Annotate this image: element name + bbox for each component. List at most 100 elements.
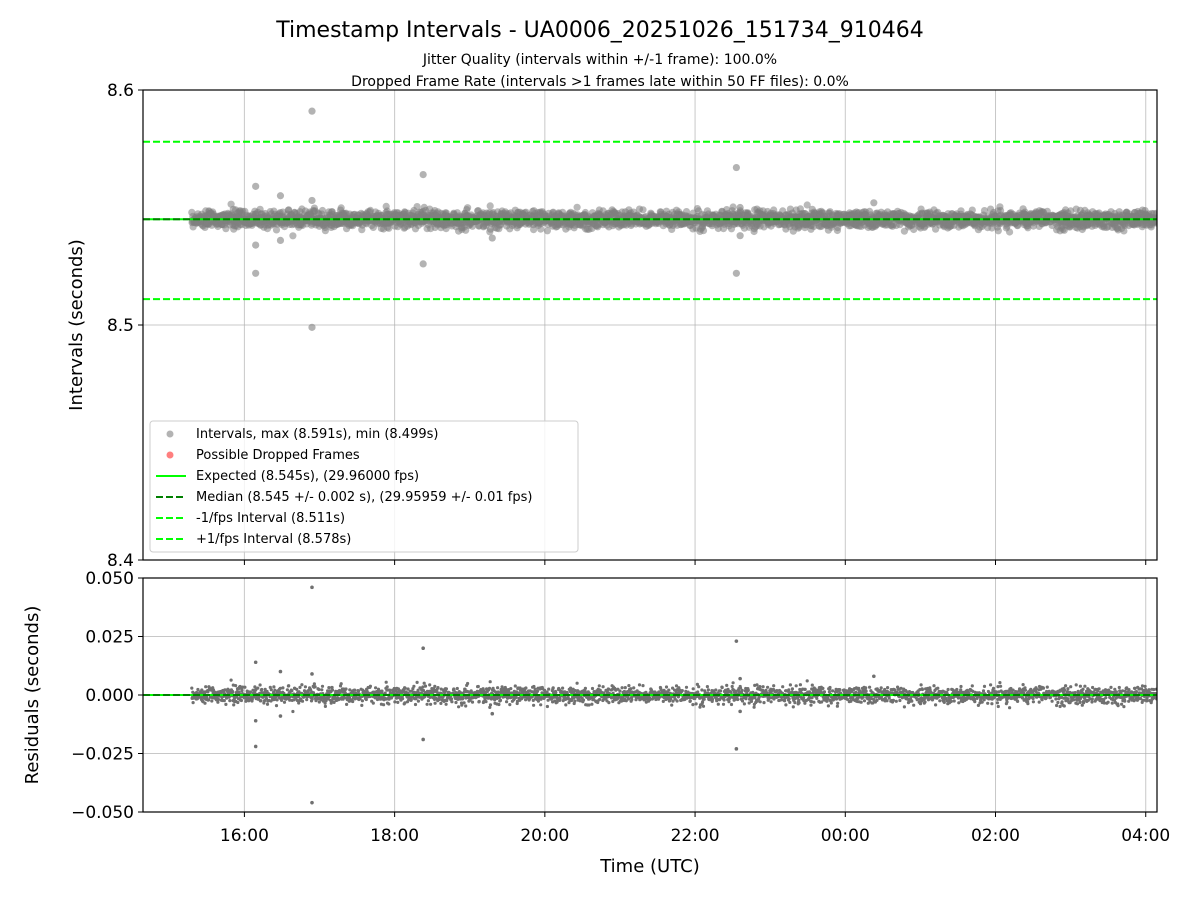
residual-point — [228, 699, 232, 703]
residual-point — [191, 701, 195, 705]
residual-point — [344, 687, 348, 691]
residual-point — [716, 702, 720, 706]
residual-point — [387, 702, 391, 706]
residual-point — [422, 681, 426, 685]
residual-point — [484, 700, 488, 704]
residual-point — [403, 686, 407, 690]
interval-point — [968, 206, 976, 214]
residual-point — [429, 702, 433, 706]
chart-title: Timestamp Intervals - UA0006_20251026_15… — [275, 18, 924, 43]
interval-outlier-point — [732, 163, 740, 172]
residual-point — [488, 703, 493, 707]
residual-point — [240, 688, 244, 693]
residual-point — [272, 685, 276, 689]
top-y-tick-label: 8.4 — [107, 551, 134, 571]
residual-point — [691, 703, 695, 707]
residual-point — [436, 686, 440, 690]
residual-point — [190, 686, 194, 690]
interval-point — [994, 227, 1002, 235]
residual-point — [514, 695, 518, 700]
residual-point — [312, 682, 316, 686]
interval-outlier-point — [870, 199, 878, 207]
bottom-y-tick-label: 0.025 — [85, 628, 134, 648]
residual-point — [497, 702, 501, 707]
residual-point — [670, 703, 674, 707]
residual-point — [464, 704, 468, 708]
residual-point — [298, 685, 302, 690]
residual-point — [374, 686, 378, 690]
bottom-y-tick-label: 0.050 — [85, 569, 134, 589]
residual-point — [700, 688, 704, 692]
residual-point — [444, 702, 448, 706]
residual-point — [719, 689, 723, 693]
interval-point — [573, 203, 581, 211]
residual-point — [385, 685, 389, 689]
interval-outlier-point — [736, 203, 744, 212]
residual-point — [788, 700, 792, 705]
residual-point — [618, 689, 622, 693]
bottom-x-tick-label: 18:00 — [370, 826, 419, 846]
residual-point — [449, 697, 454, 701]
residual-point — [256, 686, 260, 690]
residual-point — [620, 686, 624, 690]
residual-point — [781, 685, 785, 689]
residual-point — [758, 685, 762, 689]
interval-point — [413, 203, 421, 211]
residual-point — [393, 700, 397, 704]
residual-point — [275, 698, 279, 702]
residual-point — [736, 697, 740, 702]
residual-point — [231, 690, 235, 694]
residual-point — [688, 699, 692, 703]
residual-point — [637, 683, 642, 687]
residual-point — [630, 698, 634, 702]
residual-point — [258, 683, 262, 687]
residual-point — [790, 687, 795, 691]
residual-point — [415, 680, 419, 685]
residual-point — [710, 697, 715, 702]
residual-point — [224, 702, 228, 707]
residual-point — [327, 686, 331, 690]
chart-subtitle-dropped: Dropped Frame Rate (intervals >1 frames … — [351, 74, 849, 90]
residual-point — [295, 687, 299, 692]
residual-point — [216, 700, 220, 704]
residual-point — [561, 686, 565, 690]
interval-point — [910, 225, 918, 234]
interval-outlier-point — [252, 182, 260, 190]
residual-point — [313, 685, 317, 689]
residual-point — [204, 685, 208, 689]
residual-point — [788, 683, 793, 687]
chart-subtitle-jitter: Jitter Quality (intervals within +/-1 fr… — [422, 52, 777, 68]
residual-point — [505, 700, 509, 704]
residual-point — [791, 705, 795, 709]
residual-point — [696, 690, 700, 694]
residual-point — [583, 686, 588, 690]
residual-point — [488, 680, 492, 684]
residual-point — [203, 701, 207, 705]
residual-point — [721, 702, 726, 706]
residual-point — [623, 686, 627, 690]
residual-point — [755, 683, 759, 687]
residual-point — [701, 704, 706, 708]
residual-point — [573, 699, 577, 703]
interval-point — [321, 227, 329, 235]
interval-outlier-point — [276, 236, 285, 244]
residual-point — [243, 685, 247, 689]
residual-point — [416, 699, 420, 703]
residual-point — [587, 703, 591, 707]
residual-point — [320, 684, 325, 688]
residual-point — [729, 702, 734, 707]
bottom-y-tick-label: −0.050 — [71, 803, 134, 823]
residual-point — [382, 703, 386, 707]
residual-point — [248, 690, 252, 694]
residual-point — [360, 703, 364, 708]
residual-point — [291, 709, 295, 714]
interval-point — [980, 207, 989, 215]
residual-point — [794, 684, 798, 688]
residual-point — [667, 688, 671, 692]
interval-outlier-point — [419, 171, 427, 179]
residual-point — [462, 701, 466, 705]
residual-point — [210, 699, 214, 703]
residual-point — [758, 700, 762, 704]
residual-point — [769, 700, 773, 704]
residual-point — [323, 704, 327, 709]
